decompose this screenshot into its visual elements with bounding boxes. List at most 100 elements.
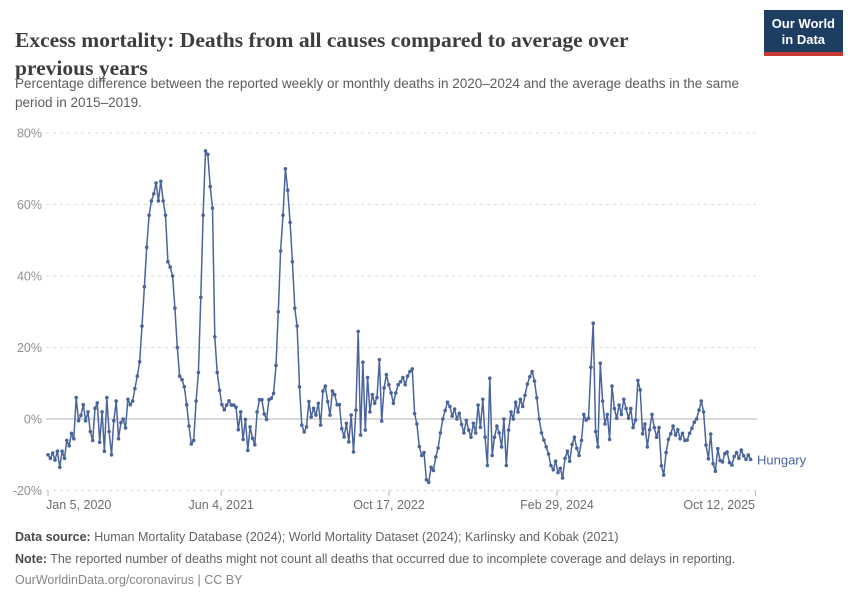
owid-coronavirus-link[interactable]: OurWorldinData.org/coronavirus [15, 573, 195, 587]
data-point-marker [626, 416, 631, 421]
data-point-marker [488, 376, 492, 381]
data-point-marker [154, 181, 158, 185]
data-point-marker [97, 440, 102, 445]
data-point-marker [741, 454, 746, 458]
data-point-marker [748, 457, 753, 462]
owid-logo[interactable]: Our World in Data [763, 10, 843, 56]
data-point-marker [250, 436, 255, 441]
data-point-marker [323, 384, 328, 388]
data-point-marker [53, 458, 57, 462]
data-point-marker [283, 167, 288, 171]
data-point-marker [166, 259, 170, 264]
data-point-marker [365, 375, 370, 380]
data-point-marker [351, 450, 356, 454]
data-point-marker [629, 406, 633, 411]
note-label: Note: [15, 551, 47, 566]
data-point-marker [502, 417, 506, 421]
data-point-marker [478, 425, 483, 430]
data-point-marker [156, 199, 161, 203]
data-point-marker [276, 310, 281, 314]
data-point-marker [565, 449, 570, 454]
data-point-marker [347, 440, 351, 444]
byline-separator: | [197, 573, 201, 587]
data-point-marker [657, 425, 661, 430]
data-point-marker [215, 370, 219, 375]
data-point-marker [297, 385, 302, 389]
data-point-marker [687, 431, 692, 436]
data-point-marker [220, 402, 224, 407]
data-point-marker [485, 463, 490, 468]
data-point-marker [650, 412, 654, 417]
data-point-marker [288, 220, 292, 225]
data-point-marker [441, 417, 445, 421]
data-point-marker [248, 425, 252, 429]
data-point-marker [424, 478, 429, 482]
data-point-marker [60, 449, 64, 454]
series-entity-label: Hungary [757, 452, 807, 467]
y-tick-label: 80% [17, 127, 42, 141]
x-tick-label: Feb 29, 2024 [520, 498, 594, 512]
data-point-marker [130, 399, 135, 403]
data-point-marker [88, 429, 93, 434]
x-tick-label: Oct 17, 2022 [353, 498, 425, 512]
data-point-marker [184, 402, 189, 407]
data-point-marker [213, 335, 217, 339]
data-point-marker [65, 438, 69, 443]
data-point-marker [572, 435, 577, 440]
data-point-marker [69, 431, 74, 436]
data-point-marker [654, 435, 659, 440]
data-point-marker [144, 245, 149, 250]
data-point-marker [95, 401, 100, 405]
data-point-marker [50, 451, 55, 455]
data-point-marker [403, 382, 408, 387]
data-source-label: Data source: [15, 530, 91, 544]
data-point-marker [438, 431, 443, 435]
data-point-marker [647, 427, 652, 432]
data-point-marker [109, 453, 114, 457]
data-point-marker [499, 445, 504, 449]
data-point-marker [457, 411, 462, 416]
data-point-marker [217, 388, 222, 393]
data-point-marker [551, 468, 556, 472]
data-point-marker [694, 417, 699, 421]
data-point-marker [690, 426, 694, 431]
data-point-marker [744, 457, 748, 462]
data-point-marker [567, 459, 572, 464]
data-point-marker [168, 265, 172, 269]
data-point-marker [159, 179, 163, 184]
data-point-marker [652, 425, 657, 430]
note-text: The reported number of deaths might not … [50, 551, 736, 566]
data-point-marker [210, 206, 215, 210]
data-point-marker [302, 430, 307, 434]
data-point-marker [149, 199, 154, 203]
data-point-marker [274, 363, 278, 368]
data-point-marker [614, 416, 619, 421]
data-point-marker [191, 438, 196, 443]
data-point-marker [203, 149, 208, 153]
data-point-marker [81, 402, 86, 407]
data-point-marker [255, 410, 259, 414]
x-axis: Jan 5, 2020 Jun 4, 2021 Oct 17, 2022 Feb 29… [46, 490, 756, 512]
data-point-marker [570, 442, 574, 447]
data-point-marker [680, 431, 685, 436]
data-point-marker [86, 410, 90, 414]
data-point-marker [93, 406, 97, 411]
byline: OurWorldinData.org/coronavirus | CC BY [15, 570, 835, 592]
data-point-marker [734, 450, 739, 455]
data-point-marker [187, 424, 191, 428]
y-tick-label: 60% [17, 198, 42, 212]
data-point-marker [332, 392, 337, 397]
data-point-marker [201, 213, 205, 217]
data-point-marker [260, 397, 264, 402]
data-point-marker [553, 459, 558, 464]
data-point-marker [325, 399, 330, 404]
data-point-marker [173, 306, 177, 311]
data-point-marker [706, 456, 711, 461]
data-point-marker [582, 412, 586, 417]
data-point-marker [678, 436, 682, 441]
data-point-marker [396, 382, 401, 387]
data-point-marker [575, 446, 579, 451]
data-point-marker [603, 422, 607, 426]
